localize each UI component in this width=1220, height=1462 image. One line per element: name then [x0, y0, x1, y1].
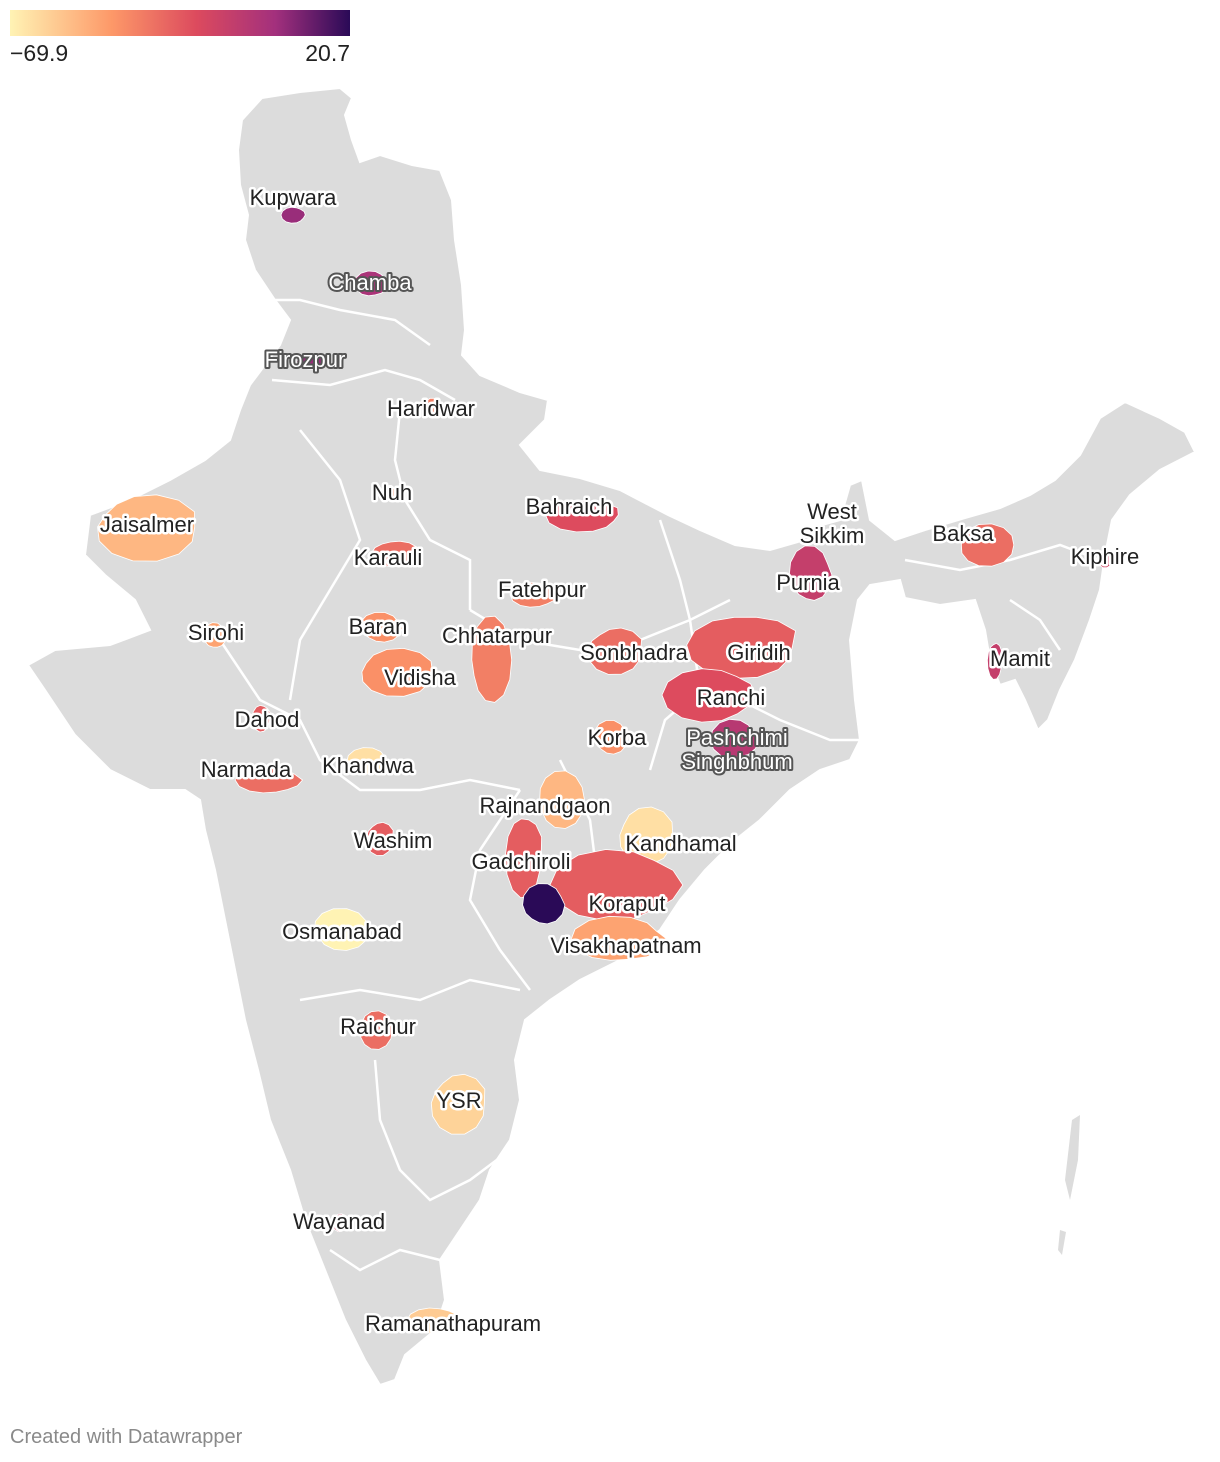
color-legend: −69.9 20.7 [10, 10, 350, 70]
district-bahraich[interactable] [545, 499, 619, 533]
district-firozpur[interactable] [296, 352, 325, 370]
district-purnia[interactable] [788, 545, 833, 601]
district-washim[interactable] [365, 821, 394, 856]
district-label-kandhamal: Kandhamal [625, 831, 736, 856]
district-visakhapatnam[interactable] [570, 915, 669, 961]
state-borders [218, 298, 1101, 1272]
district-label-wayanad: Wayanad [293, 1209, 385, 1234]
district-label-osmanabad: Osmanabad [282, 919, 402, 944]
district-label-vidisha: Vidisha [384, 665, 457, 690]
nicobar-islands [1058, 1230, 1066, 1255]
district-label-karauli: Karauli [354, 545, 422, 570]
district-label-pashchimi-singhbhum: Pashchimi Singhbhum [681, 725, 792, 774]
district-label-nuh: Nuh [372, 480, 412, 505]
district-label-baksa: Baksa [932, 521, 994, 546]
district-giridih[interactable] [686, 616, 796, 679]
district-chhatarpur[interactable] [471, 615, 513, 703]
district-label-sirohi: Sirohi [188, 620, 244, 645]
district-sonbhadra[interactable] [587, 627, 643, 675]
district-label-dahod: Dahod [235, 707, 300, 732]
district-label-ranchi: Ranchi [697, 685, 765, 710]
district-fatehpur[interactable] [509, 581, 559, 608]
district-label-giridih: Giridih [727, 640, 791, 665]
district-label-washim: Washim [354, 828, 433, 853]
district-label-narmada: Narmada [201, 757, 292, 782]
district-label-kiphire: Kiphire [1071, 544, 1139, 569]
district-label-purnia: Purnia [776, 570, 840, 595]
district-label-jaisalmer: Jaisalmer [100, 512, 194, 537]
district-label-west-sikkim: West Sikkim [800, 499, 865, 548]
district-kiphire[interactable] [1097, 548, 1113, 569]
district-label-baran: Baran [349, 614, 408, 639]
district-rajnandgaon[interactable] [539, 770, 585, 829]
district-ranchi[interactable] [661, 668, 757, 723]
district-label-fatehpur: Fatehpur [498, 577, 586, 602]
district-wayanad[interactable] [331, 1213, 348, 1233]
district-label-haridwar: Haridwar [387, 396, 475, 421]
district-korba[interactable] [593, 720, 629, 755]
district-osmanabad[interactable] [314, 908, 371, 951]
district-label-raichur: Raichur [340, 1014, 416, 1039]
district-label-ramanathapuram: Ramanathapuram [365, 1311, 541, 1336]
district-nuh[interactable] [385, 484, 396, 502]
district-haridwar[interactable] [424, 397, 441, 418]
legend-gradient-bar [10, 10, 350, 36]
district-sirohi[interactable] [202, 622, 228, 648]
legend-max-label: 20.7 [305, 40, 350, 66]
district-vidisha[interactable] [361, 647, 433, 697]
district-label-visakhapatnam: Visakhapatnam [550, 933, 701, 958]
district-label-kupwara: Kupwara [250, 185, 338, 210]
district-label-sonbhadra: Sonbhadra [580, 640, 688, 665]
district-baksa[interactable] [960, 523, 1015, 567]
district-kupwara[interactable] [280, 206, 306, 224]
district-chamba[interactable] [353, 270, 390, 297]
district-khandwa[interactable] [346, 747, 391, 775]
district-label-mamit: Mamit [990, 646, 1050, 671]
district-ramanathapuram[interactable] [406, 1307, 460, 1334]
district-karauli[interactable] [371, 540, 418, 568]
district-label-bahraich: Bahraich [526, 494, 613, 519]
district-label-ysr: YSR [436, 1088, 481, 1113]
district-label-chamba: Chamba [328, 270, 412, 295]
district-label-khandwa: Khandwa [322, 753, 415, 778]
district-dahod[interactable] [251, 704, 271, 733]
district-label-firozpur: Firozpur [265, 347, 346, 372]
district-ysr[interactable] [430, 1073, 486, 1135]
district-label-chhatarpur: Chhatarpur [442, 623, 552, 648]
district-west-sikkim[interactable] [830, 503, 841, 520]
district-narmada[interactable] [234, 765, 304, 794]
district-mamit[interactable] [986, 642, 1003, 680]
district-labels: Kupwara Chamba Firozpur Haridwar Nuh Jaisalme… [97, 183, 1141, 1339]
district-label-koraput: Koraput [588, 891, 665, 916]
district-pashchimi-singhbhum[interactable] [709, 718, 760, 759]
district-label-korba: Korba [588, 725, 647, 750]
legend-min-label: −69.9 [10, 40, 69, 66]
district-label-gadchiroli: Gadchiroli [471, 849, 570, 874]
district-jaisalmer[interactable] [97, 494, 196, 562]
highlighted-districts [97, 206, 1113, 1334]
district-baran[interactable] [359, 611, 403, 643]
district-malkangiri[interactable] [522, 883, 566, 925]
credit-footer: Created with Datawrapper [10, 1426, 243, 1448]
district-kandhamal[interactable] [619, 806, 674, 865]
andaman-islands [1065, 1115, 1080, 1200]
district-label-rajnandgaon: Rajnandgaon [480, 793, 611, 818]
district-raichur[interactable] [360, 1010, 393, 1050]
